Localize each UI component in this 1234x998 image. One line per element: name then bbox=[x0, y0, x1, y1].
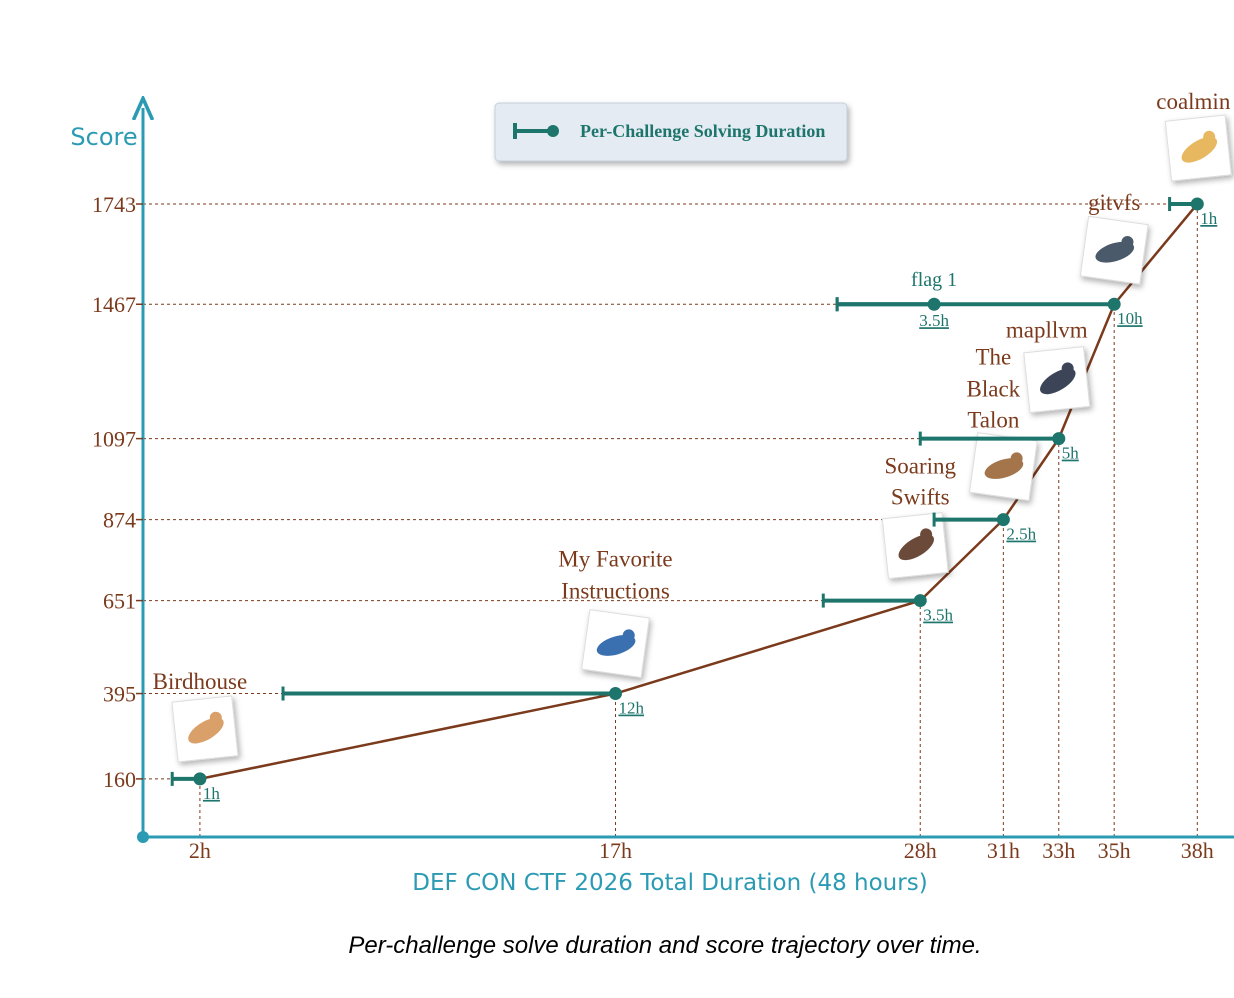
challenge-icon bbox=[1079, 215, 1149, 285]
point bbox=[1107, 297, 1121, 311]
challenge-icon bbox=[1023, 346, 1091, 414]
caption: Per-challenge solve duration and score t… bbox=[348, 932, 981, 959]
x-tick-label: 2h bbox=[189, 838, 211, 863]
challenge-label: Swifts bbox=[891, 485, 950, 510]
icon-bird-head bbox=[209, 711, 222, 724]
x-tick-label: 31h bbox=[987, 838, 1020, 863]
duration-label: 12h bbox=[618, 699, 644, 718]
challenge-icon bbox=[968, 432, 1038, 502]
icon-bird-head bbox=[1121, 236, 1134, 249]
icon-bird-head bbox=[1061, 362, 1074, 375]
icon-bird bbox=[1040, 368, 1076, 395]
y-tick-label: 160 bbox=[103, 767, 136, 792]
y-tick-label: 1097 bbox=[92, 427, 136, 452]
point bbox=[1190, 197, 1204, 211]
challenge-label: The bbox=[975, 345, 1011, 370]
legend-box bbox=[494, 102, 848, 162]
x-tick-label: 33h bbox=[1042, 838, 1075, 863]
challenge-label: Black bbox=[967, 377, 1021, 402]
legend: Per-Challenge Solving Duration bbox=[494, 102, 848, 162]
point bbox=[996, 513, 1010, 527]
y-tick-label: 651 bbox=[103, 589, 136, 614]
challenge-label: Birdhouse bbox=[153, 669, 248, 694]
x-axis-label: DEF CON CTF 2026 Total Duration (48 hour… bbox=[412, 870, 927, 896]
duration-label: 10h bbox=[1117, 309, 1143, 328]
point bbox=[927, 297, 941, 311]
duration-label: 3.5h bbox=[919, 311, 949, 330]
icon-bird-head bbox=[1010, 452, 1023, 465]
challenge-label: My Favorite bbox=[558, 547, 672, 572]
icon-bird-head bbox=[622, 629, 635, 642]
icon-bird bbox=[1181, 136, 1218, 163]
challenge-icon bbox=[581, 609, 650, 679]
icon-bird bbox=[188, 717, 224, 744]
y-axis-label: Score bbox=[70, 123, 137, 151]
y-tick-label: 395 bbox=[103, 682, 136, 707]
x-tick-label: 17h bbox=[599, 838, 632, 863]
duration-label: 1h bbox=[203, 784, 221, 803]
plot: 160 395 651 874 1097 1467 1743 2h 17h 28h 31h 33h 35… bbox=[92, 89, 1232, 863]
duration-label: 5h bbox=[1062, 444, 1080, 463]
point bbox=[1052, 432, 1066, 446]
extra-point-label: flag 1 bbox=[911, 269, 957, 291]
origin bbox=[137, 831, 149, 843]
duration-label: 3.5h bbox=[923, 606, 953, 625]
challenge-label: gitvfs bbox=[1088, 190, 1140, 215]
guides bbox=[143, 203, 1198, 837]
point bbox=[913, 594, 927, 608]
y-tick-label: 874 bbox=[103, 508, 136, 533]
challenge-icon bbox=[881, 512, 949, 580]
x-tick-label: 38h bbox=[1181, 838, 1214, 863]
challenge-label: mapllvm bbox=[1006, 318, 1088, 343]
icon-bird-head bbox=[920, 528, 933, 541]
x-tick-label: 35h bbox=[1098, 838, 1131, 863]
challenge-icon bbox=[1164, 114, 1232, 182]
y-tick-label: 1743 bbox=[92, 192, 136, 217]
challenge-label: Soaring bbox=[884, 454, 956, 479]
duration-label: 2.5h bbox=[1006, 525, 1036, 544]
icon-bird bbox=[898, 534, 935, 561]
challenge-label: Talon bbox=[967, 408, 1020, 433]
challenge-label: Instructions bbox=[561, 579, 670, 604]
challenge-icon bbox=[171, 695, 239, 763]
x-tick-label: 28h bbox=[904, 838, 937, 863]
y-tick-label: 1467 bbox=[92, 292, 136, 317]
icon-bird-head bbox=[1203, 130, 1216, 143]
legend-swatch bbox=[547, 125, 559, 137]
legend-label: Per-Challenge Solving Duration bbox=[580, 121, 825, 141]
challenge-label: coalmin bbox=[1156, 89, 1231, 114]
point bbox=[193, 772, 207, 786]
point bbox=[608, 687, 622, 701]
duration-label: 1h bbox=[1200, 209, 1218, 228]
